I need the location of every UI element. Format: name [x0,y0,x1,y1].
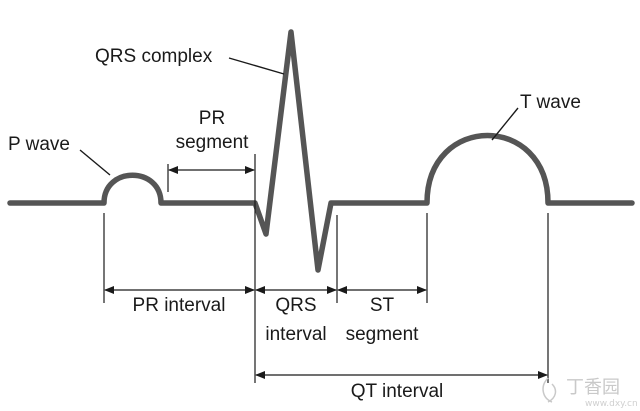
t-wave-leader [491,107,519,141]
qrs-complex-leader [228,57,285,75]
qrs-interval-label-line2: interval [265,324,326,345]
watermark-brand: 丁香园 [566,377,620,398]
t-wave-label: T wave [520,92,581,113]
pr-interval-label: PR interval [133,295,226,316]
ecg-trace [7,29,635,273]
qrs-complex-label: QRS complex [95,46,213,67]
p-wave-leader [79,149,111,176]
st-segment-label-line1: ST [370,295,395,316]
qrs-interval-label-line1: QRS [275,295,316,316]
watermark: 丁香园 www.dxy.cn [542,377,638,409]
watermark-logo-icon [542,377,557,403]
qt-interval-label: QT interval [351,381,444,402]
watermark-url: www.dxy.cn [585,399,638,409]
pr-segment-label-line2: segment [176,132,250,153]
pr-segment-label-line1: PR [199,108,225,129]
st-segment-label-line2: segment [346,324,420,345]
p-wave-label: P wave [8,134,70,155]
